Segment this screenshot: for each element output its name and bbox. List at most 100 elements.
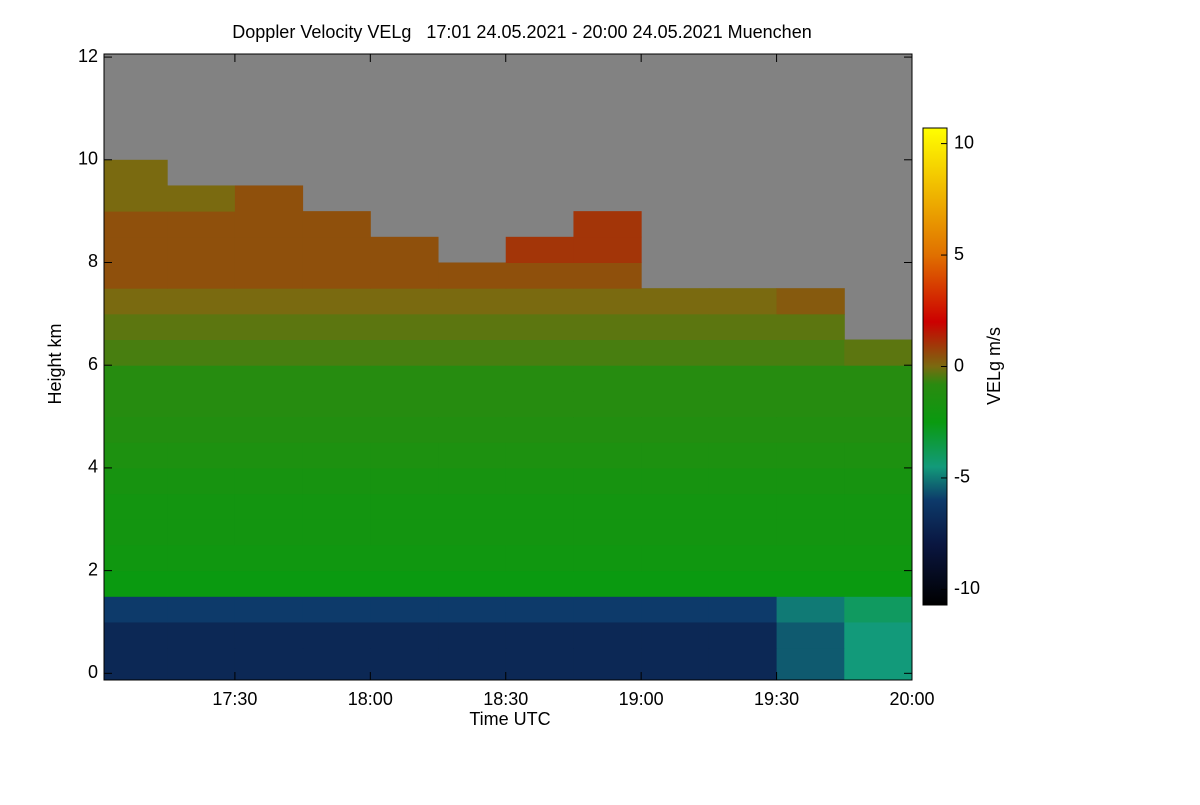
heatmap-cells (104, 159, 912, 680)
heatmap-cell (573, 570, 642, 597)
heatmap-cell (104, 519, 168, 546)
heatmap-cell (708, 339, 778, 366)
heatmap-cell (104, 621, 168, 649)
x-axis-label: Time UTC (469, 709, 550, 729)
heatmap-cell (167, 519, 236, 546)
heatmap-cell (167, 313, 236, 341)
heatmap-cell (573, 390, 642, 418)
heatmap-cell (708, 544, 778, 572)
heatmap-cell (776, 390, 845, 418)
heatmap-cell (104, 544, 168, 572)
heatmap-cell (776, 570, 845, 597)
heatmap-cell (776, 596, 845, 623)
heatmap-cell (505, 288, 574, 315)
heatmap-cell (370, 621, 439, 649)
heatmap-cell (234, 493, 304, 520)
heatmap-cell (438, 596, 507, 623)
heatmap-cell (573, 647, 642, 680)
heatmap-cell (844, 596, 912, 623)
heatmap-cell (573, 493, 642, 520)
heatmap-cell (641, 596, 710, 623)
heatmap-cell (302, 365, 371, 392)
heatmap-cell (844, 442, 912, 469)
heatmap-cell (167, 211, 236, 238)
x-tick-label: 20:00 (889, 689, 934, 709)
heatmap-cell (104, 339, 168, 366)
heatmap-cell (370, 236, 439, 263)
heatmap-cell (505, 647, 574, 680)
heatmap-cell (104, 442, 168, 469)
heatmap-cell (641, 493, 710, 520)
heatmap-cell (302, 313, 371, 341)
heatmap-cell (505, 519, 574, 546)
heatmap-cell (167, 288, 236, 315)
heatmap-cell (234, 647, 304, 680)
heatmap-cell (573, 365, 642, 392)
heatmap-cell (302, 211, 371, 238)
heatmap-cell (167, 185, 236, 212)
heatmap-cell (167, 493, 236, 520)
heatmap-cell (438, 288, 507, 315)
heatmap-cell (234, 390, 304, 418)
heatmap-cell (708, 416, 778, 443)
heatmap-cell (370, 288, 439, 315)
heatmap-cell (370, 467, 439, 495)
heatmap-cell (438, 467, 507, 495)
heatmap-cell (708, 390, 778, 418)
heatmap-cell (844, 339, 912, 366)
heatmap-cell (641, 647, 710, 680)
heatmap-cell (167, 339, 236, 366)
heatmap-cell (104, 288, 168, 315)
heatmap-cell (302, 390, 371, 418)
heatmap-cell (573, 416, 642, 443)
heatmap-cell (370, 262, 439, 289)
heatmap-cell (167, 236, 236, 263)
heatmap-cell (234, 236, 304, 263)
heatmap-cell (104, 211, 168, 238)
heatmap-cell (438, 570, 507, 597)
heatmap-cell (370, 416, 439, 443)
heatmap-cell (844, 519, 912, 546)
heatmap-cell (302, 467, 371, 495)
heatmap-cell (302, 596, 371, 623)
heatmap-cell (104, 236, 168, 263)
y-tick-label: 10 (78, 149, 98, 169)
y-axis-label: Height km (45, 323, 65, 404)
heatmap-cell (370, 570, 439, 597)
heatmap-cell (302, 442, 371, 469)
heatmap-cell (776, 647, 845, 680)
heatmap-cell (641, 365, 710, 392)
x-tick-label: 18:00 (348, 689, 393, 709)
heatmap-cell (708, 647, 778, 680)
heatmap-cell (776, 313, 845, 341)
heatmap-cell (167, 544, 236, 572)
y-tick-label: 8 (88, 251, 98, 271)
heatmap-cell (370, 313, 439, 341)
heatmap-cell (104, 262, 168, 289)
heatmap-cell (641, 570, 710, 597)
heatmap-cell (370, 390, 439, 418)
heatmap-cell (641, 544, 710, 572)
heatmap-cell (708, 288, 778, 315)
heatmap-cell (438, 647, 507, 680)
heatmap-cell (438, 493, 507, 520)
plot-frame (103, 53, 913, 681)
heatmap-cell (844, 493, 912, 520)
heatmap-cell (234, 211, 304, 238)
heatmap-cell (438, 519, 507, 546)
heatmap-cell (844, 570, 912, 597)
heatmap-cell (302, 544, 371, 572)
colorbar-tick-label: 5 (954, 244, 964, 264)
heatmap-cell (505, 596, 574, 623)
colorbar-label: VELg m/s (984, 327, 1004, 405)
heatmap-cell (104, 185, 168, 212)
heatmap-cell (776, 288, 845, 315)
heatmap-cell (641, 467, 710, 495)
heatmap-cell (104, 467, 168, 495)
y-tick-label: 2 (88, 559, 98, 579)
heatmap-cell (573, 544, 642, 572)
heatmap-cell (234, 185, 304, 212)
heatmap-cell (776, 493, 845, 520)
